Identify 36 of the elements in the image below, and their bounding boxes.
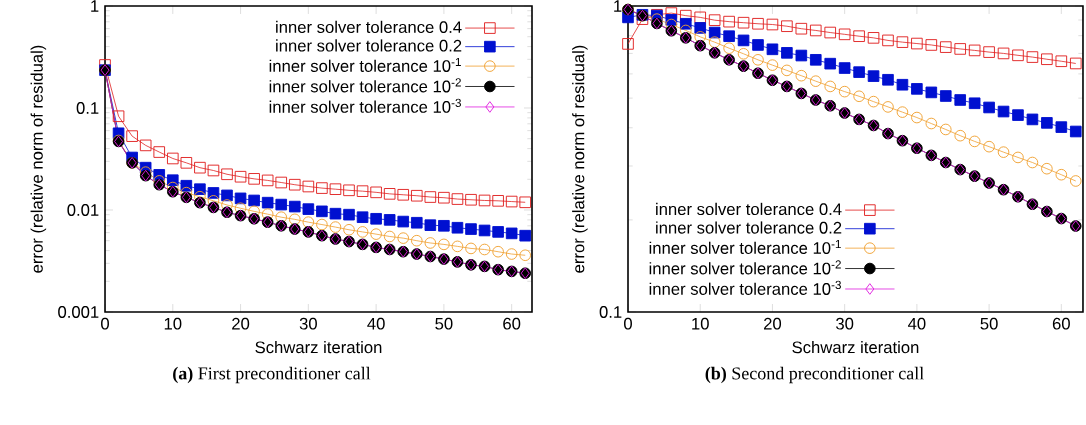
x-tick-label: 10	[164, 317, 182, 330]
x-tick-label: 10	[692, 317, 709, 330]
y-tick-label: 1	[91, 0, 99, 12]
legend-label: inner solver tolerance 0.4	[276, 20, 462, 34]
x-tick-label: 0	[101, 317, 109, 330]
legend-label: inner solver tolerance 10$^{-1}$	[649, 239, 841, 254]
y-tick-label: 0.1	[76, 102, 99, 114]
text: (a) First preconditioner call	[173, 366, 371, 384]
y-tick-label: 0.001	[58, 306, 99, 318]
legend-label: inner solver tolerance 10$^{-3}$	[269, 98, 461, 113]
legend-label: inner solver tolerance 10$^{-2}$	[649, 260, 841, 275]
x-axis-title: Schwarz iteration	[255, 340, 382, 354]
legend-label: inner solver tolerance 0.2	[656, 221, 842, 234]
x-tick-label: 40	[907, 317, 926, 330]
x-tick-label: 50	[435, 317, 453, 330]
legend-label: inner solver tolerance 0.4	[656, 202, 842, 216]
x-tick-label: 60	[1052, 317, 1070, 330]
legend-label: inner solver tolerance 10$^{-1}$	[269, 57, 461, 72]
legend-label: inner solver tolerance 0.2	[276, 39, 462, 52]
text: (b) Second preconditioner call	[705, 366, 924, 384]
y-tick-label: 0.01	[67, 204, 99, 216]
x-tick-label: 30	[299, 317, 317, 330]
y-axis-title: error (relative norm of residual)	[572, 45, 588, 273]
x-tick-label: 30	[836, 317, 854, 330]
x-tick-label: 50	[980, 317, 998, 330]
x-tick-label: 20	[764, 317, 782, 330]
legend-label: inner solver tolerance 10$^{-2}$	[269, 78, 461, 93]
x-tick-label: 40	[367, 317, 385, 330]
x-tick-label: 0	[624, 317, 632, 330]
y-tick-label: 0.1	[599, 306, 622, 318]
y-axis-title: error (relative norm of residual)	[30, 45, 47, 273]
x-tick-label: 60	[503, 317, 521, 330]
x-tick-label: 20	[232, 317, 250, 330]
x-axis-title: Schwarz iteration	[792, 340, 919, 354]
legend-label: inner solver tolerance 10$^{-3}$	[649, 280, 841, 295]
y-tick-label: 1	[614, 0, 622, 12]
